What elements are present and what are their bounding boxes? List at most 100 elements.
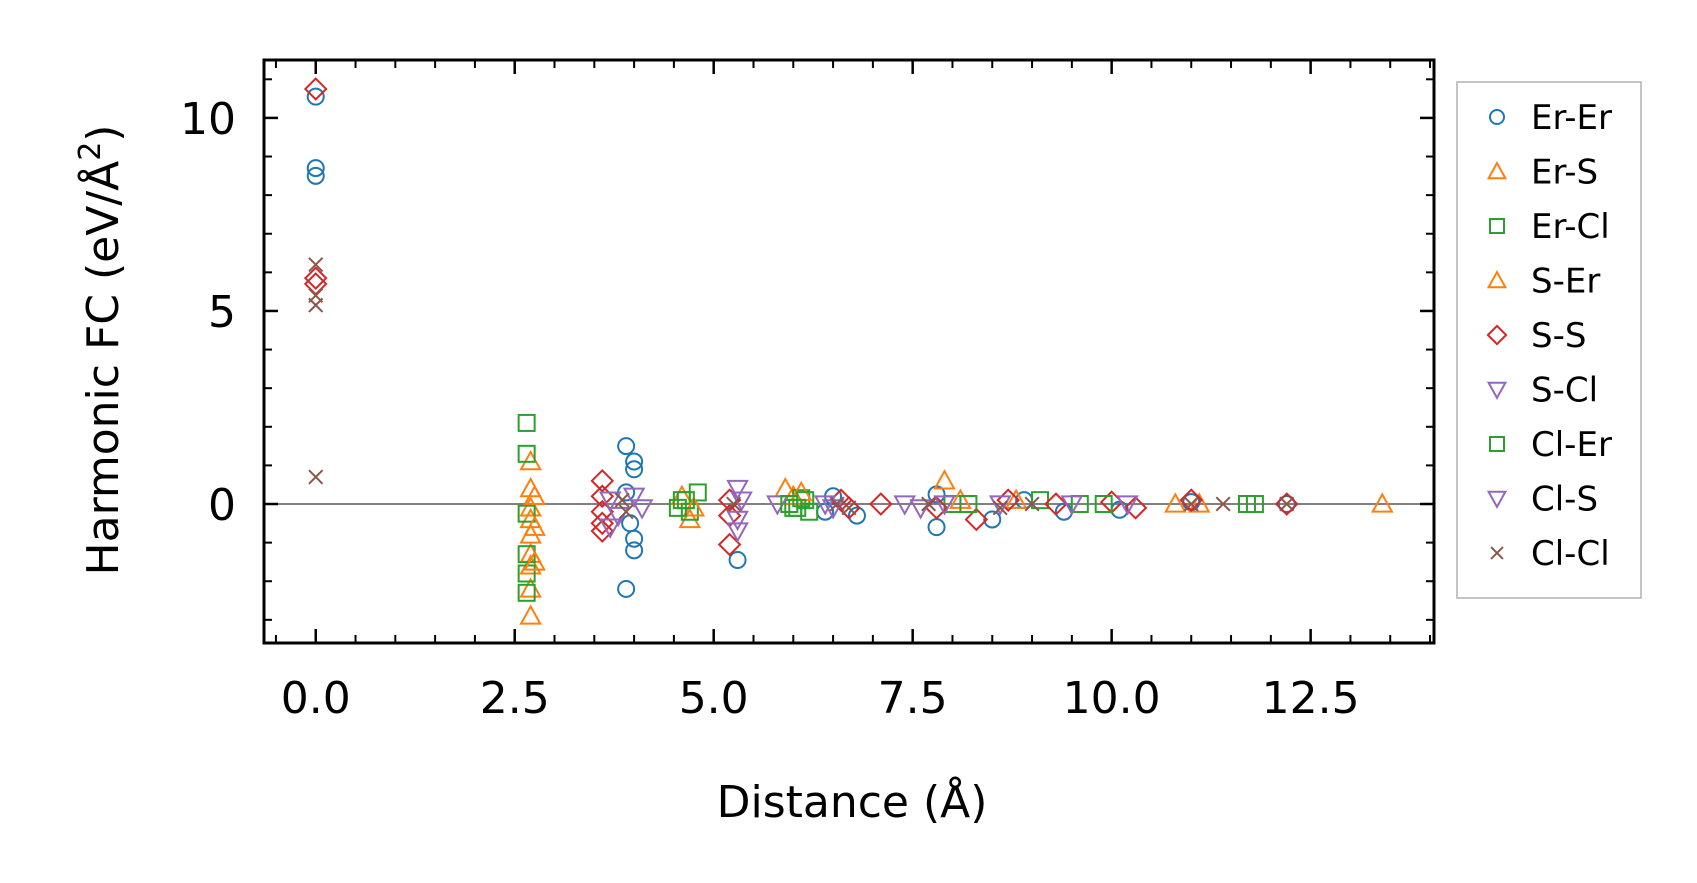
data-point xyxy=(927,518,946,537)
data-point xyxy=(590,519,615,543)
data-point xyxy=(992,500,1008,516)
legend-marker xyxy=(1486,161,1508,180)
data-point xyxy=(630,499,654,520)
data-point xyxy=(308,257,324,273)
data-point xyxy=(1279,496,1295,512)
legend-label: Er-Cl xyxy=(1531,207,1610,247)
data-point xyxy=(796,491,815,510)
data-point xyxy=(622,487,646,508)
data-point xyxy=(717,532,742,557)
data-point xyxy=(306,166,325,185)
data-point xyxy=(1277,495,1296,514)
data-point xyxy=(617,579,636,598)
data-point xyxy=(517,583,536,602)
data-point xyxy=(606,506,630,528)
data-point xyxy=(847,506,866,525)
data-point xyxy=(519,604,542,625)
data-point xyxy=(590,469,615,493)
data-point xyxy=(1004,488,1028,509)
legend-label: S-Cl xyxy=(1531,371,1598,411)
legend-marker xyxy=(1486,270,1508,289)
legend-marker xyxy=(1486,490,1508,509)
data-point xyxy=(1164,492,1187,513)
x-axis-label: Distance (Å) xyxy=(717,775,988,828)
legend-marker xyxy=(1486,324,1508,346)
legend-label: Cl-Er xyxy=(1531,425,1612,465)
data-point xyxy=(598,491,622,512)
data-point xyxy=(625,452,644,471)
data-point xyxy=(617,437,636,456)
data-point xyxy=(303,266,328,290)
y-ticks: 0 5 10 xyxy=(180,78,1434,621)
data-point xyxy=(306,87,325,106)
legend-label: Cl-Cl xyxy=(1531,534,1610,574)
data-point xyxy=(933,495,956,516)
legend-item: Cl-Cl xyxy=(1490,534,1610,574)
data-point xyxy=(670,484,694,505)
x-tick-label: 0.0 xyxy=(281,673,351,724)
legend-item: S-S xyxy=(1486,316,1586,356)
y-tick-label: 5 xyxy=(208,287,236,338)
data-point xyxy=(682,496,706,517)
data-point xyxy=(1370,492,1394,513)
data-point xyxy=(813,495,837,516)
data-point xyxy=(308,469,324,485)
legend-item: Cl-Er xyxy=(1489,425,1612,465)
data-point xyxy=(517,413,536,432)
data-point xyxy=(618,504,634,520)
legend-marker xyxy=(1486,381,1508,400)
legend-label: S-S xyxy=(1531,316,1586,356)
x-tick-label: 10.0 xyxy=(1063,673,1161,724)
data-point xyxy=(1274,492,1299,516)
legend-item: S-Er xyxy=(1486,262,1600,302)
series-cl-cl xyxy=(308,257,1295,520)
data-point xyxy=(676,491,695,510)
legend-label: Cl-S xyxy=(1531,480,1598,520)
data-point xyxy=(1215,496,1231,512)
data-point xyxy=(964,507,989,532)
data-point xyxy=(621,514,640,533)
data-markers xyxy=(303,77,1394,625)
data-point xyxy=(1094,495,1113,514)
data-point xyxy=(625,529,644,548)
data-point xyxy=(614,492,630,508)
x-tick-label: 12.5 xyxy=(1262,673,1360,724)
data-point xyxy=(1024,496,1040,512)
data-point xyxy=(1183,496,1199,512)
data-point xyxy=(893,495,917,516)
data-point xyxy=(933,469,956,490)
y-axis-label-main: Harmonic FC (eV/Å xyxy=(76,161,129,576)
legend-label: S-Er xyxy=(1531,262,1600,302)
legend-marker xyxy=(1490,546,1504,560)
data-point xyxy=(1123,496,1148,520)
data-point xyxy=(959,495,978,514)
legend-label: Er-S xyxy=(1531,153,1598,193)
data-point xyxy=(625,460,644,479)
data-point xyxy=(523,515,546,536)
data-point xyxy=(726,479,749,501)
legend-item: Er-Er xyxy=(1489,98,1612,138)
data-point xyxy=(841,500,857,516)
data-point xyxy=(1060,495,1084,516)
y-tick-label: 10 xyxy=(180,94,236,145)
legend-marker xyxy=(1489,436,1505,452)
data-point xyxy=(678,507,702,529)
y-tick-label: 0 xyxy=(208,480,236,531)
data-point xyxy=(726,510,749,532)
data-point xyxy=(1044,492,1068,516)
data-point xyxy=(523,484,546,505)
x-tick-label: 2.5 xyxy=(480,673,550,724)
legend: Er-Er Er-S Er-Cl S-Er S-S S-Cl Cl-Er Cl-S Cl-Cl xyxy=(1456,81,1642,599)
data-point xyxy=(726,522,749,543)
legend-label: Er-Er xyxy=(1531,98,1612,138)
y-axis-label-superscript: 2 xyxy=(73,142,108,161)
data-point xyxy=(909,499,932,520)
data-point xyxy=(517,504,536,523)
data-point xyxy=(988,495,1012,516)
x-tick-label: 5.0 xyxy=(679,673,749,724)
legend-item: Er-S xyxy=(1486,153,1598,193)
legend-item: S-Cl xyxy=(1486,371,1598,411)
data-point xyxy=(1179,488,1204,512)
data-point xyxy=(837,496,861,520)
data-point xyxy=(303,272,328,296)
